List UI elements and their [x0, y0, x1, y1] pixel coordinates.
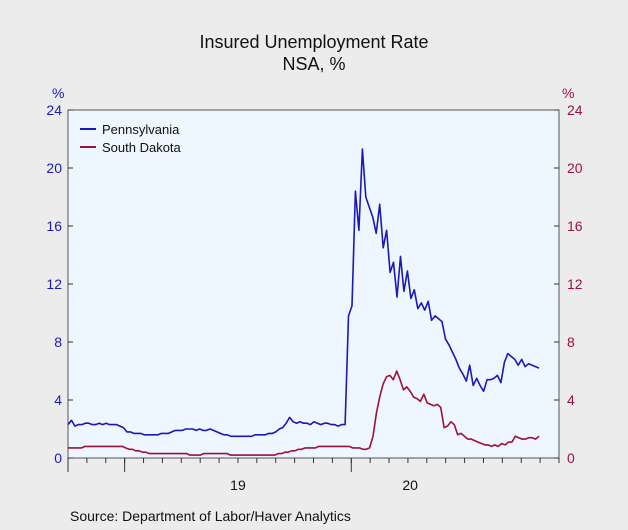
left-tick-label: 0	[54, 450, 62, 466]
series-line-south-dakota	[68, 370, 540, 456]
x-tick-label: 20	[402, 477, 418, 493]
right-tick-label: 24	[567, 102, 583, 118]
left-tick-label: 24	[46, 102, 62, 118]
left-tick-label: 16	[46, 218, 62, 234]
legend: Pennsylvania South Dakota	[80, 122, 182, 155]
left-axis: 0 4 8 12 16 20 24	[46, 102, 73, 466]
right-tick-label: 12	[567, 276, 583, 292]
legend-label: Pennsylvania	[102, 122, 180, 137]
plot-area	[67, 109, 560, 459]
right-axis: 0 4 8 12 16 20 24	[554, 102, 583, 466]
chart-subtitle: NSA, %	[282, 54, 346, 74]
chart-title: Insured Unemployment Rate	[199, 32, 429, 52]
left-tick-label: 12	[46, 276, 62, 292]
legend-label: South Dakota	[102, 140, 182, 155]
right-axis-unit: %	[562, 85, 574, 101]
x-tick-label: 19	[230, 477, 246, 493]
right-tick-label: 20	[567, 160, 583, 176]
right-tick-label: 0	[567, 450, 575, 466]
series-line-pennsylvania	[67, 148, 540, 438]
source-note: Source: Department of Labor/Haver Analyt…	[70, 508, 351, 524]
x-axis: 19 20	[67, 458, 560, 493]
left-tick-label: 20	[46, 160, 62, 176]
left-tick-label: 8	[54, 334, 62, 350]
series-layer	[67, 148, 540, 456]
right-tick-label: 4	[567, 392, 575, 408]
right-tick-label: 8	[567, 334, 575, 350]
left-axis-unit: %	[52, 85, 64, 101]
left-tick-label: 4	[54, 392, 62, 408]
right-tick-label: 16	[567, 218, 583, 234]
